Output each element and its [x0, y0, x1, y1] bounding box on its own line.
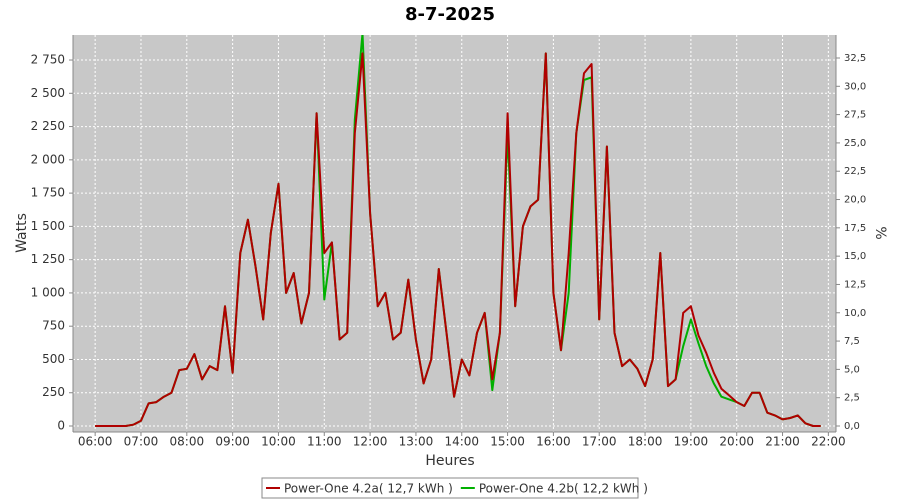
x-tick-label: 22:00: [811, 435, 846, 449]
y2-tick-label: 25,0: [844, 138, 866, 149]
x-tick-label: 15:00: [490, 435, 525, 449]
x-tick-label: 06:00: [78, 435, 113, 449]
x-tick-label: 13:00: [399, 435, 434, 449]
y2-tick-label: 5,0: [844, 364, 860, 375]
x-tick-label: 16:00: [536, 435, 571, 449]
x-axis-title: Heures: [425, 453, 474, 469]
y-tick-label: 1 750: [31, 186, 65, 200]
x-tick-label: 07:00: [124, 435, 159, 449]
y-tick-label: 2 750: [31, 53, 65, 67]
y-tick-label: 250: [42, 385, 65, 399]
legend-items: Power-One 4.2a( 12,7 kWh ) Power-One 4.2b…: [266, 482, 648, 496]
series-line: [95, 52, 821, 427]
y2-tick-label: 30,0: [844, 81, 866, 92]
x-tick-label: 17:00: [582, 435, 617, 449]
plot-area: [73, 35, 836, 432]
y2-tick-label: 10,0: [844, 308, 866, 319]
x-tick-label: 12:00: [353, 435, 388, 449]
x-tick-label: 14:00: [444, 435, 479, 449]
x-tick-label: 18:00: [628, 435, 663, 449]
y-tick-label: 1 500: [31, 219, 65, 233]
y2-tick-label: 12,5: [844, 279, 866, 290]
y2-tick-label: 32,5: [844, 53, 866, 64]
y2-tick-label: 20,0: [844, 195, 866, 206]
y-tick-label: 750: [42, 319, 65, 333]
x-tick-label: 20:00: [719, 435, 754, 449]
y-tick-label: 1 000: [31, 285, 65, 299]
y2-tick-label: 0,0: [844, 421, 860, 432]
lines: [95, 35, 821, 427]
legend-label: Power-One 4.2a( 12,7 kWh ): [284, 482, 453, 496]
x-tick-label: 19:00: [674, 435, 709, 449]
y2-tick-label: 17,5: [844, 223, 866, 234]
y2-tick-label: 2,5: [844, 393, 860, 404]
y-tick-label: 1 250: [31, 252, 65, 266]
chart-title: 8-7-2025: [405, 4, 495, 25]
x-tick-label: 08:00: [170, 435, 205, 449]
x-tick-label: 10:00: [261, 435, 296, 449]
y-tick-label: 2 250: [31, 119, 65, 133]
legend: [261, 477, 639, 499]
y2-tick-label: 27,5: [844, 110, 866, 121]
y-tick-label: 2 000: [31, 152, 65, 166]
x-tick-label: 21:00: [765, 435, 800, 449]
y2-tick-label: 15,0: [844, 251, 866, 262]
y-tick-label: 2 500: [31, 86, 65, 100]
y-axis-title: Watts: [14, 213, 30, 253]
y2-tick-label: 22,5: [844, 166, 866, 177]
y2-tick-label: 7,5: [844, 336, 860, 347]
y2-axis-title: %: [872, 226, 888, 239]
x-tick-label: 09:00: [215, 435, 250, 449]
legend-label: Power-One 4.2b( 12,2 kWh ): [479, 482, 648, 496]
x-tick-label: 11:00: [307, 435, 342, 449]
y-tick-label: 0: [57, 419, 65, 433]
y-tick-label: 500: [42, 352, 65, 366]
